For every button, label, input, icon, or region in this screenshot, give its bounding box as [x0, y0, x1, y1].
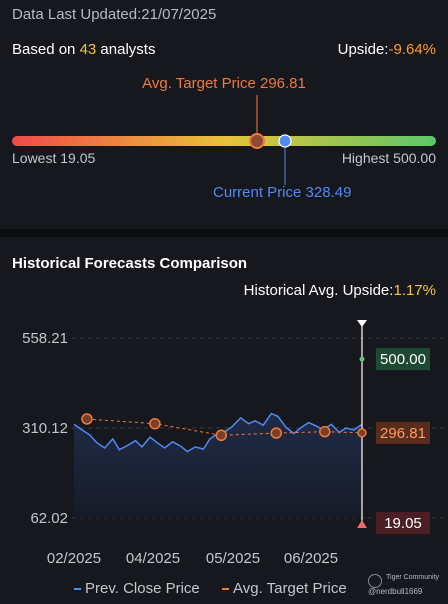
- historical-upside-label: Historical Avg. Upside:: [243, 282, 394, 299]
- avg-target-point: [270, 427, 282, 439]
- y-tick-label: 62.02: [30, 510, 68, 527]
- avg-target-point: [215, 429, 227, 442]
- upside-label: Upside:: [337, 41, 389, 58]
- section-divider: [0, 229, 448, 237]
- x-tick-label: 04/2025: [126, 550, 180, 567]
- legend-label: Prev. Close Price: [85, 580, 200, 597]
- high-target-value-box: [376, 348, 430, 371]
- historical-upside-text: Historical Avg. Upside:1.17%: [244, 282, 436, 299]
- avg-target-label: Avg. Target Price 296.81: [142, 75, 306, 92]
- watermark-brand: Tiger Community: [386, 574, 440, 581]
- legend-item-prev-close[interactable]: Prev. Close Price: [74, 580, 200, 597]
- updated-date: 21/07/2025: [141, 6, 217, 23]
- avg-target-dot: [357, 428, 367, 438]
- low-triangle-icon: [357, 520, 367, 528]
- avg-target-price-line: [86, 418, 363, 436]
- historical-upside-value: 1.17%: [393, 282, 436, 299]
- range-gradient-track: [12, 136, 436, 146]
- x-tick-label: 06/2025: [284, 550, 338, 567]
- high-target-value-label: 500.00: [380, 351, 426, 368]
- price-area-fill: [74, 413, 362, 518]
- low-target-value-box: [376, 512, 430, 534]
- avg-target-marker: [249, 133, 265, 149]
- avg-target-line-icon: [222, 588, 229, 591]
- upside-value: -9.64%: [388, 41, 436, 58]
- highest-price-label: Highest 500.00: [341, 150, 436, 166]
- tiger-logo-icon: [368, 574, 382, 588]
- watermark: Tiger Community @nerdbull1669: [368, 571, 440, 601]
- low-target-value-label: 19.05: [384, 515, 422, 532]
- based-on-prefix: Based on: [12, 41, 80, 58]
- current-price-marker: [278, 134, 292, 148]
- legend-item-avg-target[interactable]: Avg. Target Price: [222, 580, 347, 597]
- lowest-price-label: Lowest 19.05: [12, 150, 96, 166]
- data-updated-text: Data Last Updated:21/07/2025: [12, 6, 216, 23]
- top-triangle-icon: [357, 320, 367, 327]
- y-tick-label: 558.21: [22, 330, 68, 347]
- avg-target-point: [149, 417, 161, 430]
- current-price-label: Current Price 328.49: [213, 184, 352, 201]
- chart-legend: Prev. Close Price Avg. Target Price: [0, 580, 448, 600]
- upside-text: Upside:-9.64%: [338, 41, 436, 58]
- avg-target-point: [81, 413, 93, 425]
- based-on-suffix: analysts: [96, 41, 156, 58]
- historical-forecasts-title: Historical Forecasts Comparison: [12, 255, 248, 272]
- price-range-bar: [12, 95, 436, 185]
- analyst-count: 43: [79, 41, 97, 58]
- avg-target-value-label: 296.81: [380, 425, 426, 442]
- legend-label: Avg. Target Price: [233, 580, 347, 597]
- prev-close-line-icon: [74, 588, 81, 591]
- updated-label: Data Last Updated:: [12, 6, 142, 23]
- x-tick-label: 05/2025: [206, 550, 260, 567]
- watermark-user: @nerdbull1669: [368, 587, 423, 596]
- avg-target-value-box: [376, 421, 430, 444]
- historical-forecast-chart[interactable]: 558.21 310.12 62.02 500.00 296.81 19.05 02/202…: [0, 310, 448, 578]
- x-tick-label: 02/2025: [47, 550, 101, 567]
- analyst-count-text: Based on 43 analysts: [12, 41, 155, 58]
- high-target-dot: [359, 356, 365, 362]
- y-tick-label: 310.12: [22, 420, 68, 437]
- avg-target-point: [319, 425, 331, 438]
